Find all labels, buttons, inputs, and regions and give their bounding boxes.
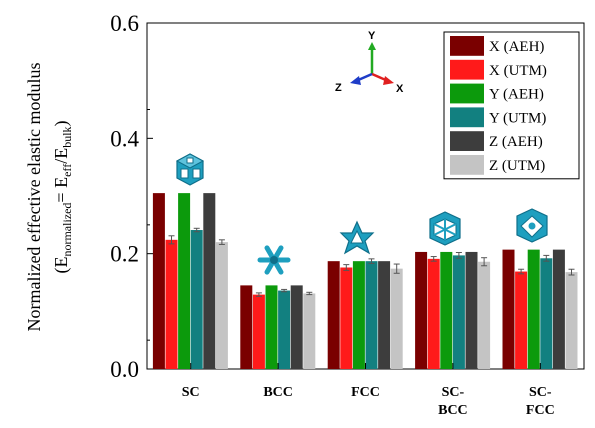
simple-cubic-cell-icon [175,153,205,186]
bar [478,261,491,369]
legend-label: X (UTM) [489,63,547,79]
triad-y-head [368,42,376,50]
sc-fcc-cell-icon [516,208,548,243]
unit-cell-icons [175,153,548,275]
legend-label: X (AEH) [489,39,544,55]
legend-swatch [450,107,484,128]
bar [540,258,553,369]
x-tick-label: BCC [263,385,293,400]
bar [527,249,540,369]
y-axis-label-line2: (Enormalized= Eeff/Ebulk) [51,120,74,273]
y-tick-label: 0.0 [110,357,139,382]
x-tick-label: SC [182,385,200,400]
bar [190,230,203,369]
x-tick-label: SC- [442,385,465,400]
bar [327,261,340,369]
y-tick-label: 0.4 [110,126,139,151]
y-axis-label-line1: Normalized effective elastic modulus [24,62,44,331]
bar [515,271,528,369]
bar [215,242,228,369]
bar [265,285,278,369]
plot-area: 0.0 0.2 0.4 0.6 SC BCC FCC SC- BCC SC- FCC [110,11,585,418]
y-label-mid: = E [51,177,71,203]
bar [465,251,478,369]
y-label-sub-eff: eff [60,164,74,177]
bar [303,293,316,369]
bar [203,193,216,369]
bar [152,193,165,369]
legend-swatch [450,59,484,80]
y-tick-label: 0.6 [110,11,139,36]
bar [452,255,465,369]
triad-z-head [350,76,361,85]
fcc-cell-icon [339,220,375,255]
bar [390,268,403,369]
x-tick-label: FCC [351,385,380,400]
bar [290,285,303,369]
bar [252,294,265,369]
x-tick-label: SC- [529,385,552,400]
legend: X (AEH) X (UTM) Y (AEH) Y (UTM) Z (AEH) Z (UT… [443,31,580,180]
legend-swatch [450,131,484,151]
y-label-open: (E [51,257,72,274]
legend-swatch [450,36,484,56]
triad-x-label: X [396,83,404,95]
bar [240,285,253,369]
y-tick-label: 0.2 [110,242,139,267]
bar [340,267,353,369]
sc-bcc-cell-icon [429,211,461,246]
legend-label: Z (AEH) [489,134,543,150]
bar [552,249,565,369]
y-label-slash: /E [51,148,71,164]
legend-label: Y (AEH) [489,87,544,103]
y-label-sub-bulk: bulk [60,126,74,147]
x-tick-label: FCC [526,403,555,418]
bcc-cell-icon [257,245,291,275]
legend-box [443,31,580,180]
bar [440,251,453,369]
triad-z-label: Z [335,82,342,94]
bar [415,251,428,369]
x-tick-label: BCC [438,403,468,418]
legend-swatch [450,83,484,104]
legend-label: Z (UTM) [489,158,545,174]
bar [378,261,391,369]
bar [178,193,191,369]
bar [502,249,515,369]
bar [565,272,578,369]
triad-y-label: Y [368,30,376,42]
bar [165,239,178,369]
bar [365,261,378,369]
bar [352,261,365,369]
legend-swatch [450,155,484,175]
axes-triad: Y Z X [335,30,404,95]
legend-label: Y (UTM) [489,110,546,126]
y-label-sub-normalized: normalized [60,203,74,257]
bar [427,258,440,369]
axis-labels: Normalized effective elastic modulus (En… [24,62,74,331]
y-label-close: ) [51,120,72,126]
bar [278,290,291,369]
triad-x-head [383,76,394,85]
